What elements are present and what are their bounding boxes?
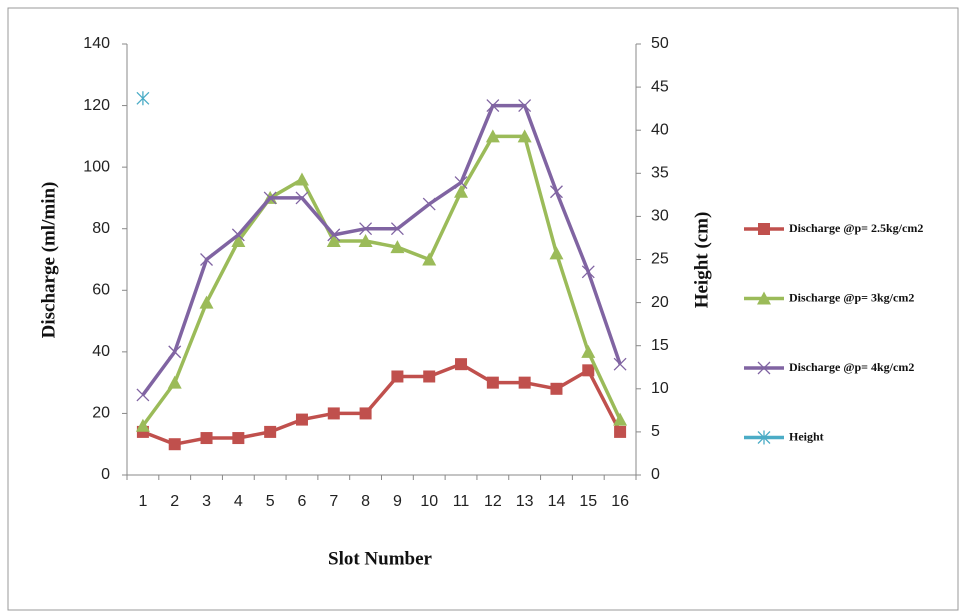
marker [454,184,469,198]
marker [613,357,627,371]
marker [422,252,437,266]
x-tick-label: 3 [202,493,211,510]
marker [613,412,628,426]
marker [486,376,499,389]
series-line [142,362,622,446]
x-tick-label: 10 [420,493,438,510]
y-axis-title: Discharge (ml/min) [38,182,59,339]
y-tick-label: 40 [92,343,110,360]
y2-axis-title: Height (cm) [691,212,712,309]
x-tick-label: 1 [138,493,147,510]
marker [231,234,246,248]
marker [327,407,340,420]
x-tick-label: 6 [298,493,307,510]
x-tick-label: 7 [329,493,338,510]
x-tick-label: 12 [484,493,502,510]
marker [168,345,182,359]
marker [295,191,309,205]
legend-label: Discharge @p= 4kg/cm2 [789,360,914,374]
marker [327,228,341,242]
frame [7,7,959,611]
marker [518,376,531,389]
y-tick-label: 60 [92,282,110,299]
y2-tick-label: 45 [651,78,669,95]
marker [455,358,468,371]
y2-tick-label: 30 [651,208,669,225]
x-tick-label: 5 [266,493,275,510]
marker [135,418,150,432]
y-tick-label: 0 [101,466,110,483]
x-tick-label: 11 [453,493,470,510]
y2-tick-label: 50 [651,35,669,52]
y2-tick-label: 35 [651,165,669,182]
marker [167,375,182,389]
marker [550,185,563,199]
y2-tick-label: 40 [651,121,669,138]
y2-tick-label: 10 [651,380,669,397]
x-axis-title: Slot Number [328,548,433,569]
marker [581,344,596,358]
marker [422,197,436,211]
marker [390,240,405,254]
marker [263,191,277,205]
x-tick-label: 4 [234,493,243,510]
y2-tick-label: 20 [651,294,669,311]
marker [581,265,595,279]
marker [614,425,627,438]
marker [757,291,771,305]
marker [136,388,150,402]
x-tick-label: 9 [393,493,402,510]
x-tick-label: 15 [579,493,597,510]
x-tick-label: 16 [611,493,629,510]
x-tick-label: 13 [516,493,534,510]
y-tick-label: 20 [92,405,110,422]
x-tick-label: 2 [170,493,179,510]
y2-tick-label: 5 [651,423,660,440]
marker [757,430,771,445]
y-tick-label: 120 [83,97,110,114]
marker [199,295,214,309]
marker [423,370,436,383]
marker [200,432,213,445]
marker [232,432,245,445]
legend-label: Height [789,429,824,443]
marker [294,172,309,186]
marker [359,407,372,420]
marker [231,228,245,242]
y2-tick-label: 0 [651,466,660,483]
marker [757,361,771,375]
y-tick-label: 100 [83,158,110,175]
y2-tick-label: 15 [651,337,669,354]
marker [359,222,373,236]
marker [758,223,770,235]
marker [264,425,277,438]
marker [517,129,532,143]
legend-label: Discharge @p= 2.5kg/cm2 [789,221,923,235]
marker [136,91,150,106]
marker [326,234,341,248]
marker [549,246,564,260]
x-tick-label: 8 [361,493,370,510]
marker [486,99,500,113]
marker [518,99,532,113]
x-tick-label: 14 [548,493,566,510]
marker [168,438,181,451]
marker [295,413,308,426]
legend-label: Discharge @p= 3kg/cm2 [789,290,914,304]
series-line [141,134,622,427]
y-tick-label: 140 [83,35,110,52]
marker [358,234,373,248]
y-tick-label: 80 [92,220,110,237]
marker [582,364,595,377]
marker [391,370,404,383]
marker [485,129,500,143]
y2-tick-label: 25 [651,251,669,268]
marker [390,222,404,236]
marker [454,176,468,189]
marker [200,253,213,266]
marker [550,382,563,395]
series-line [141,103,622,396]
